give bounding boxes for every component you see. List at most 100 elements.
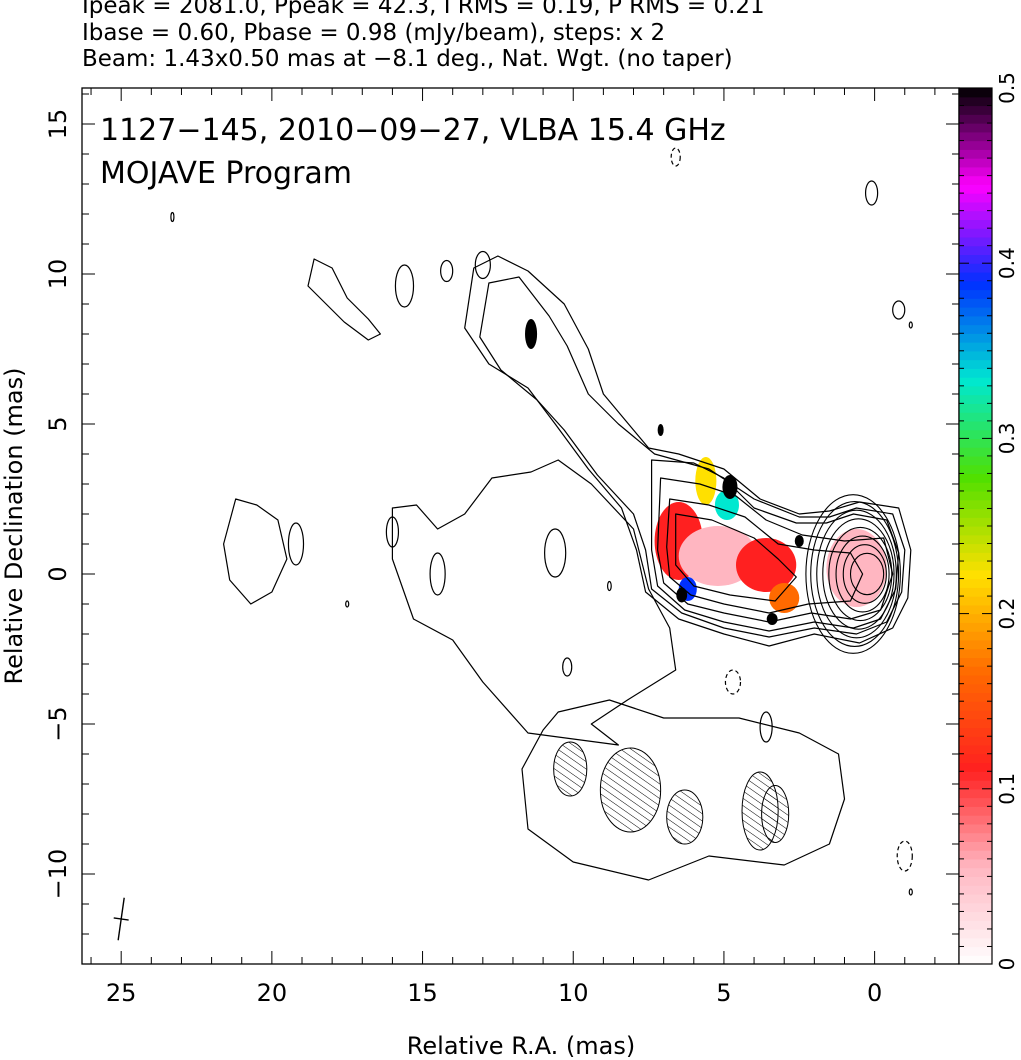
colorbar-swatch (959, 613, 992, 623)
beam-marker (113, 897, 129, 941)
colorbar-swatch (959, 219, 992, 229)
colorbar-swatch (959, 762, 992, 772)
jet-contour (307, 258, 381, 341)
colorbar-swatch (959, 543, 992, 553)
colorbar-swatch (959, 368, 992, 378)
hatched-region (599, 747, 662, 833)
contour-layer (113, 147, 913, 941)
colorbar: 0 0.1 0.2 0.3 0.4 0.5 (958, 72, 1019, 970)
y-axis-label: Relative Declination (mas) (0, 367, 28, 684)
colorbar-swatch (959, 823, 992, 834)
colorbar-swatch (959, 403, 992, 413)
colorbar-swatch (959, 666, 992, 676)
colorbar-swatch (959, 902, 992, 913)
colorbar-swatch (959, 526, 992, 536)
colorbar-swatch (959, 911, 992, 921)
axis-ticks: 25 20 15 10 5 0 15 10 5 0 −5 −10 (44, 88, 959, 1007)
hatched-region (666, 789, 704, 845)
polarization-blob (676, 587, 688, 603)
header-line-3: Beam: 1.43x0.50 mas at −8.1 deg., Nat. W… (82, 46, 733, 72)
colorbar-swatch (959, 850, 992, 860)
colorbar-swatch (959, 517, 992, 527)
colorbar-swatch (959, 657, 992, 667)
small-contour (474, 250, 491, 280)
colorbar-swatch (959, 394, 992, 404)
chart-title: 1127−145, 2010−09−27, VLBA 15.4 GHz (100, 113, 726, 148)
colorbar-swatch (959, 280, 992, 291)
colorbar-swatch (959, 534, 992, 545)
colorbar-swatch (959, 815, 992, 825)
y-tick-label: −10 (44, 849, 72, 900)
colorbar-swatch (959, 412, 992, 422)
colorbar-swatch (959, 377, 992, 387)
colorbar-swatch (959, 193, 992, 203)
colorbar-swatch (959, 841, 992, 851)
colorbar-swatch (959, 315, 992, 326)
jet-contour (391, 459, 677, 746)
colorbar-tick-label: 0.1 (995, 773, 1019, 805)
colorbar-swatch (959, 429, 992, 439)
colorbar-swatch (959, 342, 992, 352)
colorbar-swatch (959, 455, 992, 466)
colorbar-tick-label: 0.2 (995, 598, 1019, 630)
colorbar-swatch (959, 158, 992, 168)
colorbar-swatch (959, 184, 992, 194)
negative-contour (670, 147, 681, 167)
colorbar-swatch (959, 175, 992, 185)
y-tick-label: −5 (44, 706, 72, 741)
colorbar-swatch (959, 105, 992, 115)
polarization-blob (525, 319, 538, 349)
small-contour (606, 580, 612, 592)
core-contour (810, 500, 900, 647)
colorbar-swatch (959, 289, 992, 299)
colorbar-swatch (959, 473, 992, 483)
colorbar-swatch (959, 876, 992, 886)
colorbar-swatch (959, 254, 992, 264)
colorbar-swatch (959, 499, 992, 510)
polarization-blob (657, 424, 664, 436)
beam-minor-axis (113, 917, 129, 921)
colorbar-swatch (959, 701, 992, 711)
colorbar-swatch (959, 166, 992, 177)
colorbar-swatch (959, 946, 992, 956)
colorbar-swatch (959, 114, 992, 124)
jet-contour (223, 498, 288, 605)
header-line-1: Ipeak = 2081.0, Ppeak = 42.3, I RMS = 0.… (82, 0, 765, 19)
polarization-blob (794, 535, 804, 547)
hatched-region (761, 785, 790, 843)
small-contour (908, 321, 913, 329)
colorbar-swatch (959, 210, 992, 220)
small-contour (345, 600, 350, 608)
chart-subtitle: MOJAVE Program (100, 156, 352, 191)
colorbar-swatch (959, 727, 992, 737)
small-contour (544, 528, 567, 578)
x-axis-label: Relative R.A. (mas) (407, 1032, 635, 1060)
y-tick-label: 10 (44, 259, 72, 290)
colorbar-swatch (959, 937, 992, 948)
y-tick-label: 5 (44, 416, 72, 431)
colorbar-swatch (959, 438, 992, 448)
colorbar-tick-label: 0.5 (995, 72, 1019, 104)
colorbar-swatch (959, 490, 992, 501)
colorbar-swatch (959, 867, 992, 877)
colorbar-swatch (959, 683, 992, 694)
small-contour (429, 552, 446, 596)
colorbar-swatch (959, 622, 992, 632)
core-contour (828, 526, 893, 622)
colorbar-swatch (959, 797, 992, 807)
x-tick-label: 25 (106, 979, 137, 1007)
polarization-blob (826, 529, 887, 607)
small-contour (394, 264, 415, 308)
colorbar-swatch (959, 604, 992, 615)
colorbar-swatch (959, 780, 992, 790)
polarization-blob (695, 457, 717, 505)
colorbar-swatch (959, 771, 992, 781)
small-contour (287, 522, 305, 566)
colorbar-tick-label: 0.3 (995, 422, 1019, 454)
colorbar-swatch (959, 201, 992, 212)
colorbar-swatch (959, 324, 992, 334)
colorbar-swatch (959, 350, 992, 361)
colorbar-swatch (959, 131, 992, 142)
colorbar-swatch (959, 718, 992, 729)
colorbar-swatch (959, 745, 992, 755)
